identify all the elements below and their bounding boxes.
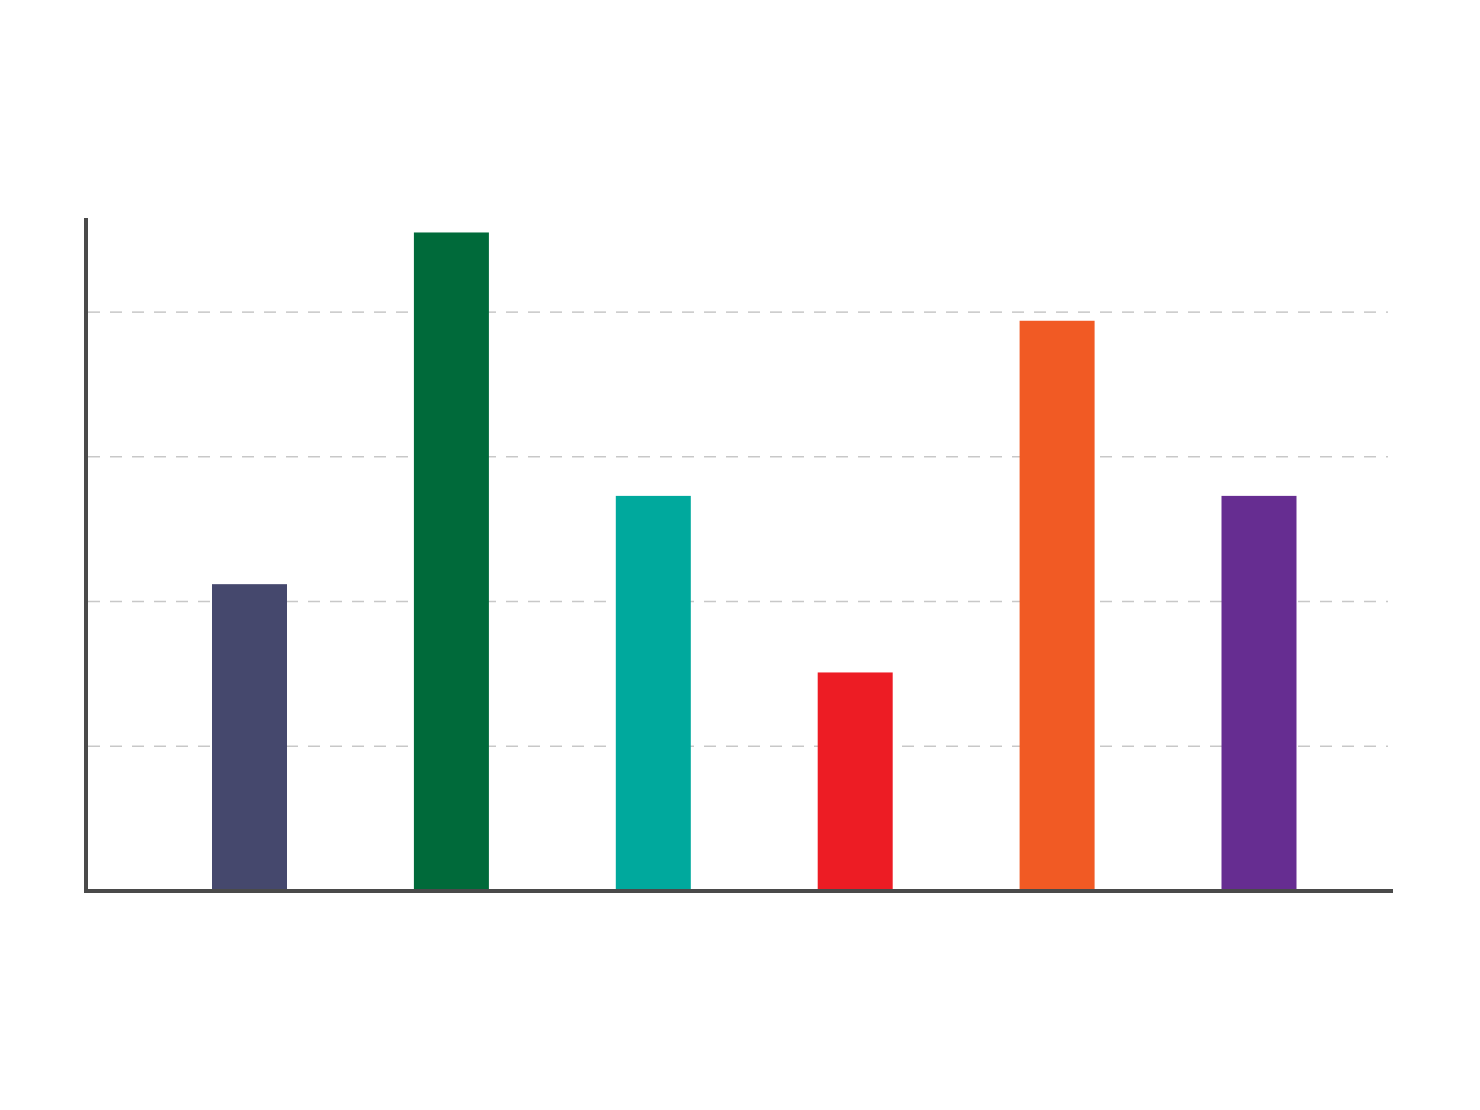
bar-5 — [1019, 320, 1095, 891]
gridlines — [88, 311, 1388, 748]
bar-4 — [817, 672, 893, 891]
bar-1 — [212, 584, 287, 891]
bar-6 — [1221, 495, 1297, 891]
bars — [212, 232, 1297, 891]
bar-3 — [615, 495, 691, 891]
axes — [84, 218, 1393, 893]
bar-2 — [413, 232, 489, 891]
